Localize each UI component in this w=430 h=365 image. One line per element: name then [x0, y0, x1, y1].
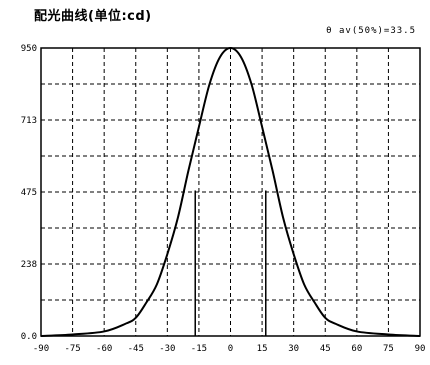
y-tick-labels: 0.0 238 475 713 950 [21, 44, 37, 342]
x-tick-label: -90 [33, 344, 49, 354]
x-tick-label: 90 [415, 344, 426, 354]
y-tick-label: 950 [21, 44, 37, 54]
x-tick-label: 45 [320, 344, 331, 354]
x-tick-label: 60 [351, 344, 362, 354]
y-tick-label: 713 [21, 116, 37, 126]
x-tick-labels: -90 -75 -60 -45 -30 -15 0 15 30 45 60 75 90 [33, 344, 426, 354]
chart-title: 配光曲线(单位:cd) [34, 9, 152, 24]
x-tick-label: -45 [128, 344, 144, 354]
x-tick-label: -75 [64, 344, 80, 354]
y-tick-label: 475 [21, 188, 37, 198]
grid-lines [41, 48, 420, 336]
x-tick-label: 0 [228, 344, 233, 354]
x-tick-label: -15 [191, 344, 207, 354]
x-tick-label: -30 [159, 344, 175, 354]
beam-angle-annotation: θ av(50%)=33.5 [326, 26, 416, 36]
x-tick-label: 15 [257, 344, 268, 354]
vertical-markers [194, 190, 267, 336]
y-tick-label: 0.0 [21, 332, 37, 342]
plot-frame [40, 47, 421, 337]
x-tick-label: 75 [383, 344, 394, 354]
x-tick-label: -60 [96, 344, 112, 354]
y-tick-label: 238 [21, 260, 37, 270]
x-tick-label: 30 [288, 344, 299, 354]
